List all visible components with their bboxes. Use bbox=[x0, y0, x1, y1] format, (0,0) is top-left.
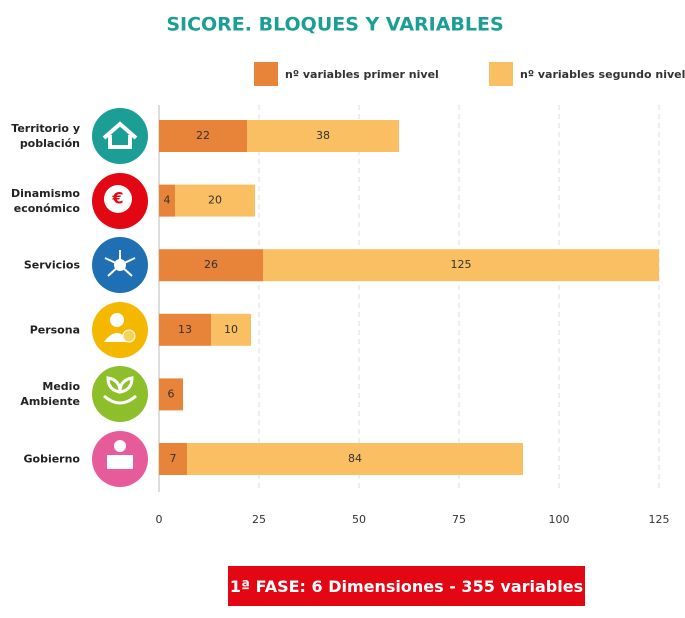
category-label: Servicios bbox=[23, 258, 80, 272]
x-tick-label: 75 bbox=[452, 513, 466, 526]
chart-title: SICORE. BLOQUES Y VARIABLES bbox=[166, 14, 503, 36]
bar-segment bbox=[159, 249, 263, 282]
legend-label: nº variables primer nivel bbox=[285, 68, 439, 81]
bars bbox=[159, 120, 659, 475]
data-label: 26 bbox=[204, 258, 218, 271]
data-label: 84 bbox=[348, 452, 362, 465]
legend-label: nº variables segundo nivel bbox=[520, 68, 685, 81]
data-label: 6 bbox=[168, 387, 175, 400]
legend-swatch bbox=[489, 62, 513, 86]
x-tick-label: 125 bbox=[649, 513, 670, 526]
bar-segment bbox=[159, 443, 187, 475]
bar-segment bbox=[159, 120, 247, 152]
bar-segment bbox=[159, 313, 211, 346]
bar-segment bbox=[263, 249, 659, 282]
bar-segment bbox=[247, 120, 399, 152]
bar-segment bbox=[159, 378, 183, 411]
category-label: Territorio y población bbox=[11, 122, 80, 150]
data-label: 7 bbox=[170, 452, 177, 465]
x-tick-label: 0 bbox=[156, 513, 163, 526]
data-label: 125 bbox=[451, 258, 472, 271]
x-tick-label: 50 bbox=[352, 513, 366, 526]
category-label: Gobierno bbox=[23, 452, 80, 466]
icons: € bbox=[92, 108, 148, 487]
bar-segment bbox=[175, 184, 255, 217]
bar-segment bbox=[187, 443, 523, 475]
legend-swatch bbox=[254, 62, 278, 86]
category-label: Medio Ambiente bbox=[20, 380, 80, 409]
data-label: 10 bbox=[224, 323, 238, 336]
x-tick-label: 25 bbox=[252, 513, 266, 526]
category-label: Dinamismo económico bbox=[11, 186, 80, 215]
footer-banner: 1ª FASE: 6 Dimensiones - 355 variables bbox=[228, 566, 585, 606]
category-label: Persona bbox=[29, 323, 80, 337]
data-label: 4 bbox=[164, 194, 171, 207]
data-label: 20 bbox=[208, 194, 222, 207]
bar-segment bbox=[211, 313, 251, 346]
data-label: 38 bbox=[316, 129, 330, 142]
bar-segment bbox=[159, 184, 175, 217]
svg-text:€: € bbox=[111, 189, 123, 208]
data-label: 22 bbox=[196, 129, 210, 142]
x-tick-label: 100 bbox=[549, 513, 570, 526]
data-label: 13 bbox=[178, 323, 192, 336]
